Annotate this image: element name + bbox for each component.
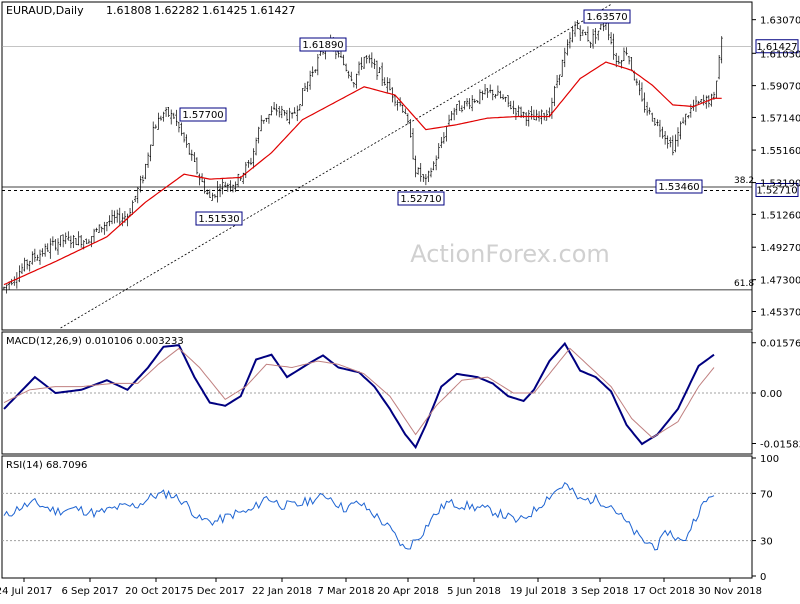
x-tick-label: 6 Sep 2017 (61, 586, 118, 597)
macd-tick-label: 0.015762 (760, 339, 800, 350)
price-tick-label: 1.63070 (760, 16, 800, 27)
x-tick-label: 7 Mar 2018 (317, 586, 374, 597)
price-annotation-box (179, 107, 227, 122)
price-annotation-label: 1.57700 (182, 110, 223, 121)
chart-close: 1.61427 (250, 4, 296, 17)
x-tick-label: 20 Apr 2018 (377, 586, 439, 597)
price-annotation-box (655, 179, 703, 194)
price-annotation-box (299, 37, 347, 52)
price-annotation-label: 1.51530 (198, 214, 239, 225)
chart-open: 1.61808 (106, 4, 152, 17)
current-price-box (755, 39, 799, 54)
x-tick-label: 17 Oct 2018 (633, 586, 695, 597)
price-annotation-label: 1.52710 (400, 194, 441, 205)
price-annotation-label: 1.53460 (658, 182, 699, 193)
price-tick-label: 1.45370 (760, 308, 800, 319)
price-tick-label: 1.59070 (760, 82, 800, 93)
fib-level-label: 38.2 (734, 176, 754, 186)
x-tick-label: 22 Jan 2018 (252, 586, 312, 597)
rsi-panel (1, 455, 753, 579)
x-tick-label: 5 Jun 2018 (447, 586, 501, 597)
x-tick-label: 19 Jul 2018 (510, 586, 567, 597)
x-tick-label: 3 Sep 2018 (571, 586, 628, 597)
macd-tick-label: -0.015834 (760, 439, 800, 450)
price-annotation-box (583, 9, 631, 24)
rsi-tick-label: 30 (760, 537, 773, 548)
chart-high: 1.62282 (154, 4, 200, 17)
rsi-tick-label: 100 (760, 454, 779, 465)
fib-level-label: 61.8 (734, 279, 754, 289)
moving-average-line (3, 61, 722, 286)
chart-symbol: EURAUD,Daily (6, 4, 84, 17)
x-tick-label: 5 Dec 2017 (187, 586, 245, 597)
chart-low: 1.61425 (202, 4, 248, 17)
price-panel (1, 1, 753, 331)
macd-tick-label: 0.00 (760, 389, 782, 400)
price-tick-label: 1.49270 (760, 243, 800, 254)
x-tick-label: 24 Jul 2017 (0, 586, 52, 597)
price-tick-label: 1.61030 (760, 49, 800, 60)
price-tick-label: 1.57140 (760, 113, 800, 124)
price-tick-label: 1.53190 (760, 179, 800, 190)
price-annotation-box (195, 211, 243, 226)
macd-line (3, 341, 715, 450)
x-tick-label: 20 Oct 2017 (125, 586, 187, 597)
macd-title: MACD(12,26,9) 0.010106 0.003233 (6, 336, 184, 347)
price-annotation-label: 1.63570 (586, 12, 627, 23)
x-tick-label: 30 Nov 2018 (698, 586, 762, 597)
price-annotation-box (397, 191, 445, 206)
price-tick-label: 1.55160 (760, 146, 800, 157)
price-tick-label: 1.47300 (760, 276, 800, 287)
current-price-label: 1.61427 (756, 42, 797, 53)
price-annotation-label: 1.61890 (302, 40, 343, 51)
rsi-tick-label: 70 (760, 489, 773, 500)
rsi-line (3, 481, 715, 551)
rsi-title: RSI(14) 68.7096 (6, 460, 87, 471)
watermark: ActionForex.com (410, 240, 610, 268)
price-tick-label: 1.51260 (760, 210, 800, 221)
support-price-box (755, 182, 799, 197)
support-price-label: 1.52710 (756, 185, 797, 196)
macd-signal-line (3, 347, 715, 439)
rsi-tick-label: 0 (760, 572, 766, 583)
trendline (60, 3, 612, 329)
